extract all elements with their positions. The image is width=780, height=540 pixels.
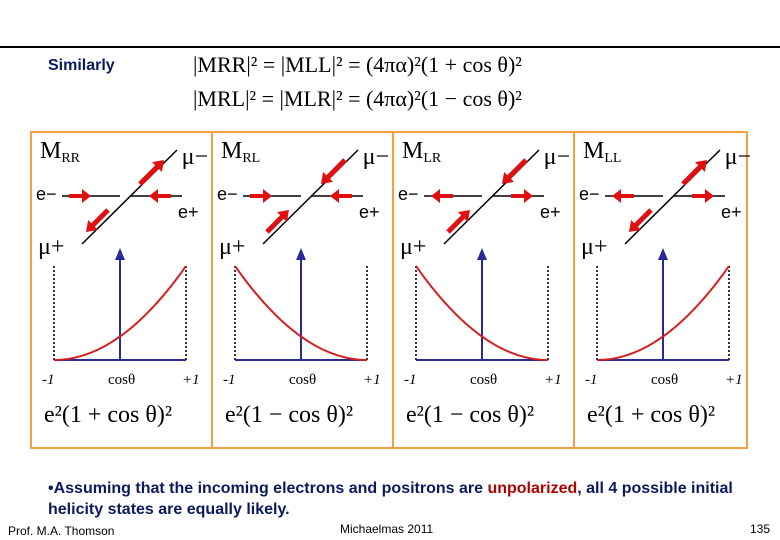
tick-plus-one: +1	[725, 372, 743, 388]
electron-label: e−	[398, 184, 419, 204]
mu-minus-label: μ−	[181, 144, 208, 170]
footer-term: Michaelmas 2011	[340, 522, 434, 536]
mu-minus-spin-arrow	[681, 160, 707, 186]
angular-distribution-plot	[596, 248, 730, 361]
label-main: M	[402, 138, 424, 164]
electron-label: e−	[217, 184, 238, 204]
axis-label-cos-theta: cosθ	[289, 372, 317, 388]
mu-plus-spin-arrow	[446, 210, 470, 234]
assumption-note: •Assuming that the incoming electrons an…	[48, 478, 748, 520]
footer-author: Prof. M.A. Thomson	[8, 524, 115, 538]
mu-minus-label: μ−	[543, 144, 570, 170]
helicity-diagram	[424, 149, 544, 245]
electron-label: e−	[579, 184, 600, 204]
label-main: M	[583, 138, 605, 164]
distribution-curve	[597, 265, 730, 361]
mu-plus-label: μ+	[219, 234, 246, 260]
electron-spin-arrow	[431, 189, 453, 203]
axis-label-cos-theta: cosθ	[651, 372, 679, 388]
mu-plus-label: μ+	[400, 234, 427, 260]
axis-label-cos-theta: cosθ	[470, 372, 498, 388]
positron-spin-arrow	[149, 189, 171, 203]
label-main: M	[40, 138, 62, 164]
mu-minus-spin-arrow	[321, 158, 347, 184]
helicity-diagram	[243, 149, 363, 245]
tick-plus-one: +1	[544, 372, 562, 388]
panel-mrl: MRL μ− e− e+ μ+ -1 cosθ +1 e²(1 − cos θ)²	[213, 132, 393, 448]
panel-mrr: MRR μ− e− e+ μ+ -1 cosθ +1 e²(1 + cos θ)²	[32, 132, 212, 448]
positron-spin-arrow	[511, 189, 533, 203]
mu-minus-spin-arrow	[502, 158, 528, 184]
panel-separator	[392, 132, 394, 448]
angular-distribution-plot	[53, 248, 187, 361]
mu-plus-label: μ+	[38, 234, 65, 260]
positron-label: e+	[178, 202, 199, 222]
tick-minus-one: -1	[223, 372, 236, 388]
y-axis-arrowhead	[477, 248, 487, 260]
mu-minus-label: μ−	[724, 144, 751, 170]
tick-minus-one: -1	[404, 372, 417, 388]
label-main: M	[221, 138, 243, 164]
matrix-element-label: MLR	[402, 138, 441, 167]
mu-minus-label: μ−	[362, 144, 389, 170]
mu-minus-spin-arrow	[138, 160, 164, 186]
electron-label: e−	[36, 184, 57, 204]
equation-rr-ll: |MRR|² = |MLL|² = (4πα)²(1 + cos θ)²	[193, 52, 522, 77]
mu-plus-spin-arrow	[265, 210, 289, 234]
electron-spin-arrow	[612, 189, 634, 203]
bullet-highlight: unpolarized	[487, 480, 578, 497]
mu-plus-spin-arrow	[629, 208, 653, 232]
bullet-text-suffix: , all 4 possible initial helicity states…	[48, 480, 733, 518]
panel-mll: MLL μ− e− e+ μ+ -1 cosθ +1 e²(1 + cos θ)²	[575, 132, 755, 448]
angular-distribution-plot	[415, 248, 549, 361]
tick-plus-one: +1	[363, 372, 381, 388]
distribution-curve	[54, 265, 187, 361]
helicity-diagram	[605, 149, 725, 245]
tick-minus-one: -1	[42, 372, 55, 388]
cross-section-formula: e²(1 + cos θ)²	[44, 402, 173, 428]
tick-plus-one: +1	[182, 372, 200, 388]
positron-label: e+	[540, 202, 561, 222]
tick-minus-one: -1	[585, 372, 598, 388]
y-axis-arrowhead	[658, 248, 668, 260]
top-rule	[0, 46, 780, 48]
matrix-element-label: MRR	[40, 138, 80, 167]
helicity-diagram	[62, 149, 182, 245]
matrix-element-label: MLL	[583, 138, 621, 167]
distribution-curve	[415, 265, 548, 361]
angular-distribution-plot	[234, 248, 368, 361]
heading: Similarly	[48, 57, 115, 74]
bullet-text-prefix: •Assuming that the incoming electrons an…	[48, 480, 488, 497]
y-axis-arrowhead	[296, 248, 306, 260]
label-subscript: LL	[604, 151, 622, 166]
positron-spin-arrow	[330, 189, 352, 203]
positron-label: e+	[721, 202, 742, 222]
label-subscript: RR	[61, 151, 81, 166]
panel-mlr: MLR μ− e− e+ μ+ -1 cosθ +1 e²(1 − cos θ)²	[394, 132, 574, 448]
mu-plus-label: μ+	[581, 234, 608, 260]
distribution-curve	[234, 265, 367, 361]
panels-frame	[30, 131, 748, 449]
footer-page-number: 135	[750, 522, 771, 536]
label-subscript: RL	[242, 151, 261, 166]
electron-spin-arrow	[69, 189, 91, 203]
label-subscript: LR	[423, 151, 442, 166]
electron-spin-arrow	[250, 189, 272, 203]
panel-separator	[573, 132, 575, 448]
axis-label-cos-theta: cosθ	[108, 372, 136, 388]
matrix-element-label: MRL	[221, 138, 260, 167]
positron-spin-arrow	[692, 189, 714, 203]
positron-label: e+	[359, 202, 380, 222]
cross-section-formula: e²(1 + cos θ)²	[587, 402, 716, 428]
mu-plus-spin-arrow	[86, 208, 110, 232]
cross-section-formula: e²(1 − cos θ)²	[406, 402, 535, 428]
cross-section-formula: e²(1 − cos θ)²	[225, 402, 354, 428]
equation-rl-lr: |MRL|² = |MLR|² = (4πα)²(1 − cos θ)²	[193, 86, 522, 111]
y-axis-arrowhead	[115, 248, 125, 260]
panel-separator	[211, 132, 213, 448]
